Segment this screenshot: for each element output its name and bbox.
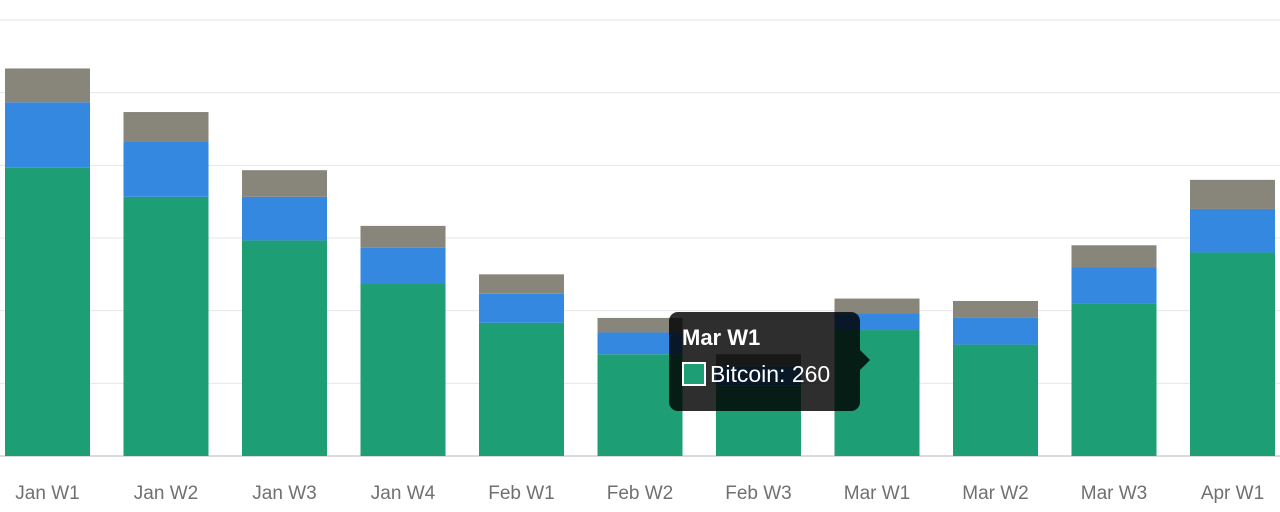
bar-segment-1[interactable] (123, 196, 209, 457)
x-tick-label: Mar W2 (962, 483, 1029, 504)
bar-segment-2[interactable] (5, 102, 90, 168)
bar-segment-3[interactable] (360, 225, 446, 248)
bars (5, 68, 1275, 457)
bar-segment-3[interactable] (1190, 179, 1275, 209)
tooltip-caret-icon (860, 350, 870, 370)
bar-segment-2[interactable] (1190, 208, 1275, 253)
tooltip-title: Mar W1 (682, 325, 761, 350)
tooltip-row: Bitcoin: 260 (682, 360, 847, 388)
bar-segment-3[interactable] (597, 317, 683, 333)
bar-segment-3[interactable] (479, 274, 564, 294)
bar-segment-1[interactable] (242, 240, 327, 456)
gridlines (0, 19, 1280, 457)
bar-segment-2[interactable] (123, 141, 209, 197)
bar-segment-2[interactable] (360, 247, 446, 285)
bar-segment-3[interactable] (1071, 245, 1157, 268)
tooltip-value: Bitcoin: 260 (710, 361, 831, 387)
bar-segment-2[interactable] (597, 332, 683, 355)
x-tick-label: Jan W1 (15, 483, 79, 504)
x-tick-label: Mar W1 (844, 483, 911, 504)
bar-segment-1[interactable] (1190, 252, 1275, 456)
x-tick-label: Apr W1 (1201, 483, 1264, 504)
chart-tooltip: Mar W1 Bitcoin: 260 (669, 312, 870, 411)
x-tick-label: Feb W1 (488, 483, 555, 504)
bar-segment-3[interactable] (242, 170, 327, 197)
x-tick-label: Jan W2 (134, 483, 198, 504)
bar-segment-1[interactable] (953, 344, 1038, 456)
x-tick-label: Feb W3 (725, 483, 792, 504)
bar-segment-2[interactable] (1071, 267, 1157, 304)
bar-segment-2[interactable] (479, 293, 564, 323)
bar-segment-3[interactable] (123, 112, 209, 142)
bar-segment-3[interactable] (5, 68, 90, 103)
bar-segment-1[interactable] (479, 322, 564, 456)
bar-segment-3[interactable] (834, 298, 920, 314)
x-tick-label: Feb W2 (607, 483, 674, 504)
bar-segment-1[interactable] (360, 284, 446, 456)
bar-segment-2[interactable] (953, 317, 1038, 345)
bar-segment-1[interactable] (597, 354, 683, 456)
bar-segment-3[interactable] (953, 300, 1038, 318)
bar-segment-1[interactable] (1071, 303, 1157, 456)
x-tick-label: Mar W3 (1081, 483, 1148, 504)
tooltip-swatch-icon (682, 362, 706, 386)
x-tick-label: Jan W4 (371, 483, 436, 504)
bar-segment-2[interactable] (242, 196, 327, 241)
x-tick-label: Jan W3 (252, 483, 316, 504)
x-axis-tick-labels: Jan W1 Jan W2 Jan W3 Jan W4 Feb W1 Feb W2 Feb … (15, 483, 1264, 504)
bar-segment-1[interactable] (5, 167, 90, 456)
